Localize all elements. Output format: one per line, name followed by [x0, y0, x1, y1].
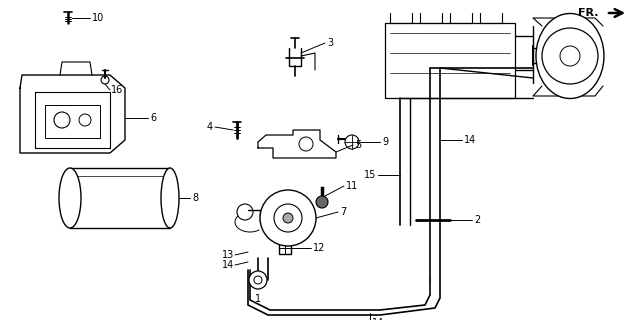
Circle shape — [260, 190, 316, 246]
Text: 12: 12 — [313, 243, 325, 253]
Ellipse shape — [59, 168, 81, 228]
Text: 14: 14 — [222, 260, 234, 270]
Text: 8: 8 — [192, 193, 198, 203]
Text: 16: 16 — [111, 85, 123, 95]
Text: 1: 1 — [255, 294, 261, 304]
Circle shape — [316, 196, 328, 208]
Text: 6: 6 — [150, 113, 156, 123]
Circle shape — [283, 213, 293, 223]
Text: 14: 14 — [464, 135, 476, 145]
Text: 7: 7 — [340, 207, 346, 217]
Circle shape — [542, 28, 598, 84]
Text: 5: 5 — [355, 140, 361, 150]
Ellipse shape — [161, 168, 179, 228]
Text: 13: 13 — [222, 250, 234, 260]
Bar — [279, 242, 291, 254]
Text: 9: 9 — [382, 137, 388, 147]
Text: 14: 14 — [372, 318, 384, 320]
Text: 11: 11 — [346, 181, 358, 191]
Ellipse shape — [536, 13, 604, 99]
Circle shape — [249, 271, 267, 289]
Text: 10: 10 — [92, 13, 104, 23]
Text: 3: 3 — [327, 38, 333, 48]
Text: 2: 2 — [474, 215, 480, 225]
Text: FR.: FR. — [578, 8, 599, 18]
Text: 15: 15 — [364, 170, 376, 180]
Text: 4: 4 — [207, 122, 213, 132]
